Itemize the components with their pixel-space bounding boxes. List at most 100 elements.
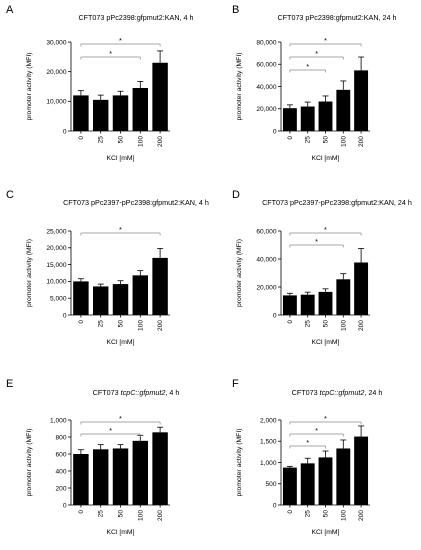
y-tick-label: 1,500 — [260, 439, 277, 446]
bar-100 — [132, 440, 149, 505]
y-axis-title: promoter activity (MFI) — [26, 53, 33, 121]
panel-title-part: tcpC::gfpmut2 — [320, 388, 365, 397]
x-axis-title: KCl [mM] — [107, 339, 135, 346]
x-tick-label: 25 — [305, 510, 312, 518]
x-tick-label: 100 — [137, 136, 144, 147]
panel-a: A CFT073 pPc2398:gfpmut2:KAN, 4 h 0 10,000 2… — [6, 4, 194, 162]
bar-200 — [152, 257, 168, 315]
bar-25 — [300, 463, 315, 505]
x-axis-title: KCl [mM] — [312, 155, 340, 162]
significance-star: * — [315, 426, 318, 435]
bar-0 — [282, 108, 297, 131]
panel-letter: C — [6, 189, 14, 201]
y-tick-label: 10,000 — [46, 99, 67, 106]
y-tick-label: 0 — [273, 502, 277, 509]
bar-0 — [73, 95, 89, 131]
x-tick-label: 50 — [323, 136, 330, 144]
significance-star: * — [119, 414, 122, 423]
bar-200 — [152, 432, 168, 505]
y-tick-label: 0 — [273, 312, 277, 319]
y-axis-title: promoter activity (MFI) — [236, 429, 243, 497]
x-tick-label: 25 — [98, 136, 105, 144]
panel-letter: E — [6, 378, 13, 390]
panel-title-part: , 24 h — [364, 388, 382, 397]
y-tick-label: 600 — [55, 451, 66, 458]
y-tick-label: 0 — [63, 128, 67, 135]
panel-title-part: CFT073 pPc2397-pPc2398:gfpmut2:KAN, 4 h — [63, 198, 209, 207]
bar-25 — [92, 286, 109, 315]
panel-title: CFT073 tcpC::gfpmut2, 4 h — [93, 388, 180, 397]
y-tick-label: 2,000 — [260, 417, 277, 424]
bar-0 — [73, 281, 89, 315]
y-tick-label: 400 — [55, 468, 66, 475]
y-tick-label: 10,000 — [46, 279, 67, 286]
y-tick-label: 1,000 — [260, 460, 277, 467]
y-tick-label: 20,000 — [46, 245, 67, 252]
y-tick-label: 20,000 — [256, 284, 277, 291]
x-tick-label: 200 — [157, 320, 164, 331]
x-tick-label: 0 — [78, 136, 85, 140]
bar-200 — [354, 262, 369, 315]
significance-star: * — [109, 426, 112, 435]
y-tick-label: 40,000 — [256, 256, 277, 263]
bar-0 — [73, 454, 89, 505]
y-axis-title: promoter activity (MFI) — [236, 53, 243, 121]
x-tick-label: 200 — [157, 510, 164, 521]
x-tick-label: 0 — [287, 136, 294, 140]
y-tick-label: 1,000 — [50, 417, 67, 424]
panel-letter: D — [232, 189, 240, 201]
panel-title-part: CFT073 pPc2398:gfpmut2:KAN, 24 h — [277, 13, 396, 22]
panel-letter: F — [232, 378, 239, 390]
panel-letter: B — [232, 4, 239, 16]
x-tick-label: 25 — [98, 320, 105, 328]
bar-200 — [354, 436, 369, 505]
significance-star: * — [306, 62, 309, 71]
x-tick-label: 200 — [358, 320, 365, 331]
y-tick-label: 200 — [55, 485, 66, 492]
x-tick-label: 100 — [137, 510, 144, 521]
y-tick-label: 15,000 — [46, 262, 67, 269]
significance-star: * — [119, 225, 122, 234]
y-axis-title: promoter activity (MFI) — [26, 239, 33, 307]
panel-title: CFT073 pPc2397-pPc2398:gfpmut2:KAN, 24 h — [262, 198, 412, 207]
x-tick-label: 200 — [358, 136, 365, 147]
x-tick-label: 50 — [118, 510, 125, 518]
significance-star: * — [109, 49, 112, 58]
panel-title-part: , 4 h — [165, 388, 179, 397]
panel-title-part: CFT073 — [292, 388, 320, 397]
x-axis-title: KCl [mM] — [107, 155, 135, 162]
panel-letter: A — [6, 4, 14, 16]
x-tick-label: 50 — [118, 136, 125, 144]
bar-50 — [318, 101, 333, 131]
significance-star: * — [306, 438, 309, 447]
bar-50 — [112, 95, 129, 131]
x-tick-label: 200 — [157, 136, 164, 147]
bar-25 — [300, 106, 315, 131]
x-tick-label: 100 — [340, 510, 347, 521]
bar-25 — [92, 99, 109, 131]
y-tick-label: 500 — [265, 481, 276, 488]
x-tick-label: 50 — [118, 320, 125, 328]
x-tick-label: 0 — [78, 510, 85, 514]
y-tick-label: 40,000 — [256, 84, 277, 91]
y-tick-label: 30,000 — [46, 39, 67, 46]
bar-100 — [336, 448, 351, 505]
y-tick-label: 0 — [273, 128, 277, 135]
panel-b: B CFT073 pPc2398:gfpmut2:KAN, 24 h 0 20,000… — [232, 4, 397, 162]
x-tick-label: 25 — [98, 510, 105, 518]
x-tick-label: 100 — [137, 320, 144, 331]
panel-title-part: CFT073 — [93, 388, 121, 397]
significance-star: * — [315, 49, 318, 58]
x-tick-label: 0 — [287, 320, 294, 324]
bar-0 — [282, 467, 297, 505]
bar-50 — [318, 457, 333, 505]
bar-50 — [112, 448, 129, 505]
x-tick-label: 100 — [340, 320, 347, 331]
bar-200 — [354, 70, 369, 131]
bar-100 — [132, 275, 149, 315]
bar-25 — [92, 449, 109, 505]
y-tick-label: 0 — [63, 312, 67, 319]
